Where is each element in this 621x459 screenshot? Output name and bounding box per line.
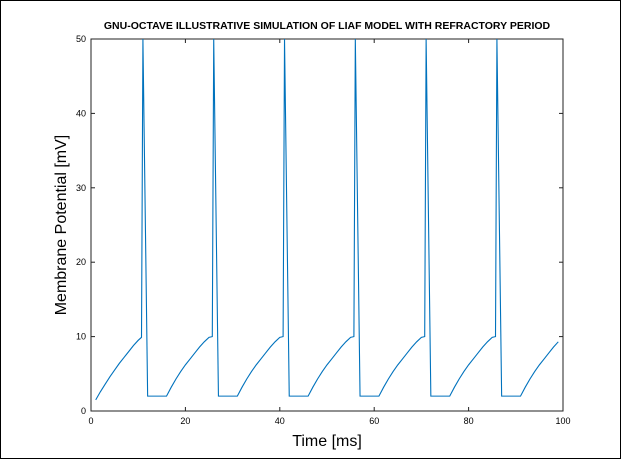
y-tick-label: 20 xyxy=(76,257,86,267)
chart-title: GNU-OCTAVE ILLUSTRATIVE SIMULATION OF LI… xyxy=(104,20,551,32)
x-tick-label: 80 xyxy=(464,416,474,426)
x-tick-label: 100 xyxy=(555,416,570,426)
x-tick-label: 0 xyxy=(88,416,93,426)
y-axis-label: Membrane Potential [mV] xyxy=(53,135,70,316)
x-axis-label: Time [ms] xyxy=(292,433,362,450)
plot-area xyxy=(90,38,564,412)
y-tick-label: 50 xyxy=(76,34,86,44)
axis-ticks: 0 20 40 60 80 100 0 10 20 30 40 50 xyxy=(76,34,571,426)
membrane-potential-line xyxy=(95,38,559,401)
y-tick-label: 10 xyxy=(76,332,86,342)
y-tick-label: 40 xyxy=(76,108,86,118)
y-tick-label: 0 xyxy=(81,406,86,416)
y-tick-label: 30 xyxy=(76,183,86,193)
x-tick-label: 20 xyxy=(180,416,190,426)
x-tick-label: 60 xyxy=(369,416,379,426)
x-tick-label: 40 xyxy=(275,416,285,426)
